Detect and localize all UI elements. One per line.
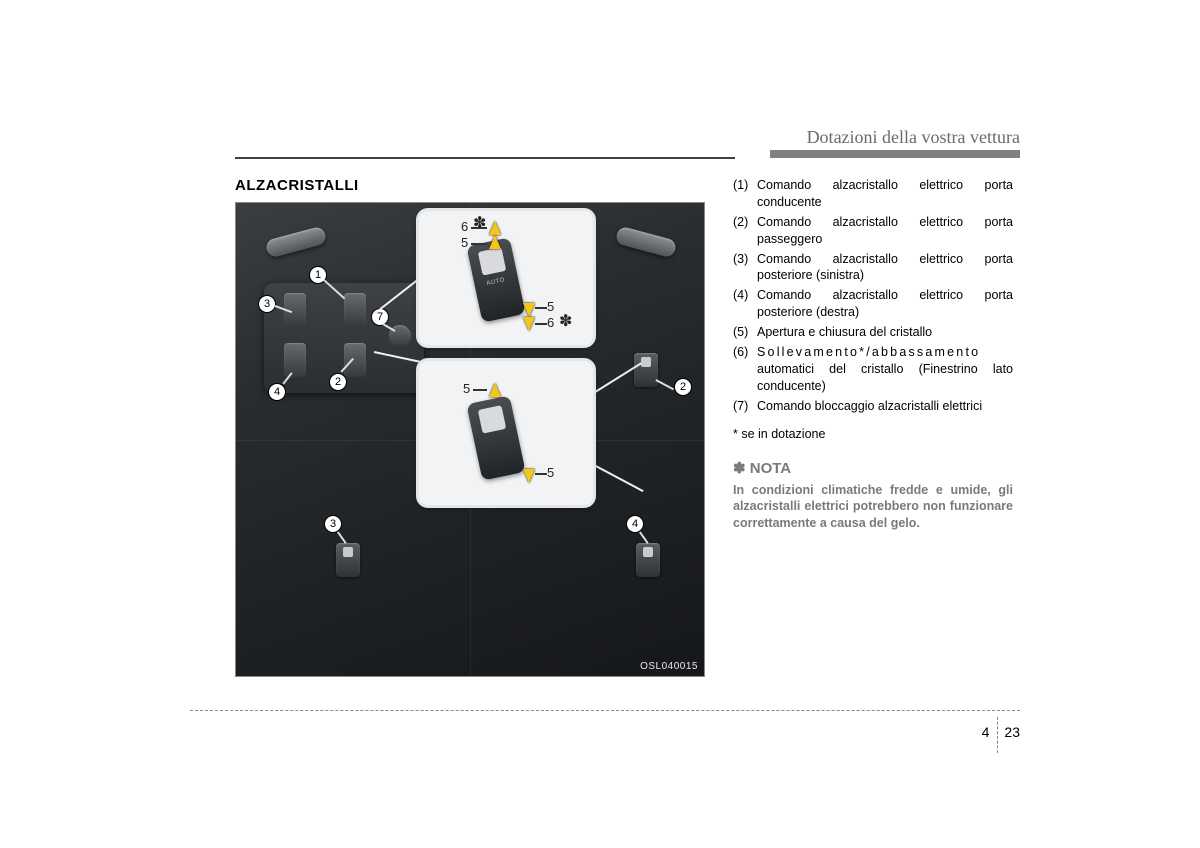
callout-pointer	[592, 463, 644, 492]
section-title: ALZACRISTALLI	[235, 177, 705, 194]
switch-passenger	[634, 353, 658, 387]
callout-bubble-3: 3	[258, 295, 276, 313]
lead-line	[656, 379, 674, 390]
switch-4	[284, 343, 306, 377]
footnote: * se in dotazione	[733, 426, 1013, 443]
legend-text: Comando alzacristallo elettrico porta po…	[757, 251, 1013, 285]
legend-list: (1)Comando alzacristallo elettrico porta…	[733, 177, 1013, 414]
legend-text: Comando alzacristallo elettrico porta pa…	[757, 214, 1013, 248]
lead-line	[535, 307, 547, 309]
callout-num: 6	[461, 219, 468, 234]
header-rule-right	[770, 150, 1020, 158]
callout-num: 5	[547, 299, 554, 314]
legend-text: Comando bloccaggio alzacristalli elettri…	[757, 398, 1013, 415]
callout-num: 5	[547, 465, 554, 480]
arrow-up-icon	[489, 221, 501, 235]
callout-num: 5	[461, 235, 468, 250]
switch-detail-manual	[466, 395, 525, 480]
arrow-down-icon	[523, 303, 535, 317]
legend-num: (3)	[733, 251, 757, 285]
legend-num: (2)	[733, 214, 757, 248]
switch-2	[344, 343, 366, 377]
legend-num: (7)	[733, 398, 757, 415]
legend-item: (7)Comando bloccaggio alzacristalli elet…	[733, 398, 1013, 415]
legend-num: (1)	[733, 177, 757, 211]
lead-line	[471, 243, 487, 245]
switch-rear-left	[336, 543, 360, 577]
legend-text: Sollevamento*/abbassamento automatici de…	[757, 344, 1013, 395]
legend-item: (2)Comando alzacristallo elettrico porta…	[733, 214, 1013, 248]
page-number: 423	[982, 717, 1020, 749]
diagram-power-windows: 1 3 2 4 7 2 3 4	[235, 202, 705, 677]
callout-bubble-3b: 3	[324, 515, 342, 533]
arrow-down-icon	[523, 317, 535, 331]
door-handle-fl	[265, 226, 328, 259]
legend-item: (3)Comando alzacristallo elettrico porta…	[733, 251, 1013, 285]
legend-num: (4)	[733, 287, 757, 321]
asterisk-icon: ✽	[473, 213, 486, 233]
nota-heading: ✽ NOTA	[733, 459, 1013, 479]
nota-body: In condizioni climatiche fredde e umide,…	[733, 482, 1013, 533]
callout-bubble-2: 2	[329, 373, 347, 391]
switch-rear-right	[636, 543, 660, 577]
callout-num: 6	[547, 315, 554, 330]
legend-item: (1)Comando alzacristallo elettrico porta…	[733, 177, 1013, 211]
callout-bubble-2r: 2	[674, 378, 692, 396]
legend-text: Comando alzacristallo elettrico porta po…	[757, 287, 1013, 321]
legend-item: (5)Apertura e chiusura del cristallo	[733, 324, 1013, 341]
lead-line	[639, 531, 648, 543]
switch-1	[344, 293, 366, 327]
callout-detail-manual: 5 5	[416, 358, 596, 508]
arrow-down-icon	[523, 469, 535, 483]
legend-num: (5)	[733, 324, 757, 341]
chapter-number: 4	[982, 724, 996, 740]
page-footer: 423	[190, 710, 1020, 711]
legend-num: (6)	[733, 344, 757, 395]
asterisk-icon: ✽	[559, 311, 572, 331]
legend-column: (1)Comando alzacristallo elettrico porta…	[733, 177, 1013, 677]
legend-text: Apertura e chiusura del cristallo	[757, 324, 1013, 341]
callout-bubble-4: 4	[268, 383, 286, 401]
page-sep	[997, 717, 998, 753]
legend-text: Comando alzacristallo elettrico porta co…	[757, 177, 1013, 211]
legend-item: (6)Sollevamento*/abbassamento automatici…	[733, 344, 1013, 395]
lead-line	[471, 227, 487, 229]
callout-num: 5	[463, 381, 470, 396]
legend-item: (4)Comando alzacristallo elettrico porta…	[733, 287, 1013, 321]
lead-line	[473, 389, 487, 391]
callout-bubble-4b: 4	[626, 515, 644, 533]
page-index: 23	[1000, 724, 1020, 740]
lead-line	[535, 323, 547, 325]
lead-line	[535, 473, 547, 475]
door-handle-fr	[615, 226, 678, 259]
switch-detail-auto: AUTO	[466, 237, 525, 322]
arrow-up-icon	[489, 383, 501, 397]
lead-line	[337, 531, 346, 543]
callout-detail-auto: AUTO 6 5 ✽ 5 6 ✽	[416, 208, 596, 348]
callout-bubble-7: 7	[371, 308, 389, 326]
auto-label: AUTO	[486, 277, 505, 287]
arrow-up-icon	[489, 235, 501, 249]
header-rule-left	[235, 157, 735, 159]
header: Dotazioni della vostra vettura	[190, 135, 1020, 159]
chapter-title: Dotazioni della vostra vettura	[807, 127, 1020, 148]
image-code: OSL040015	[640, 661, 698, 672]
